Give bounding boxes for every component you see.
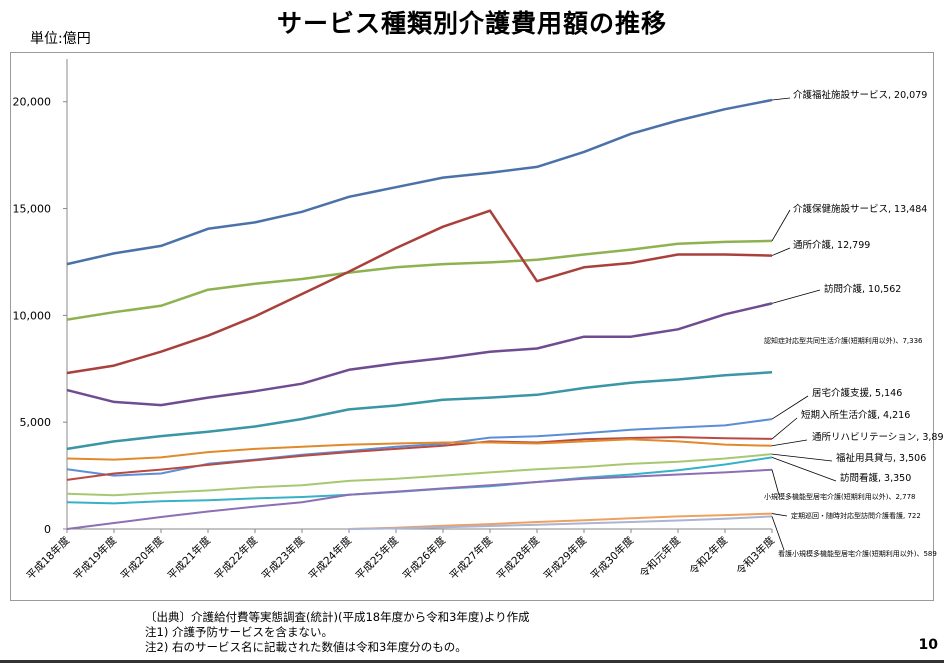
notes: 〔出典〕介護給付費等実態調査(統計)(平成18年度から令和3年度)より作成 注1… (145, 610, 530, 655)
x-tick-label: 平成27年度 (447, 534, 496, 583)
series-callout-label: 介護福祉施設サービス, 20,079 (793, 89, 927, 101)
series-callout-label: 認知症対応型共同生活介護(短期利用以外)、7,336 (764, 336, 923, 345)
series-callout-label: 居宅介護支援, 5,146 (812, 387, 902, 399)
x-tick-label: 令和3年度 (734, 534, 778, 578)
callout-leader (771, 457, 837, 482)
series-line (66, 438, 773, 461)
chart-title: サービス種類別介護費用額の推移 (276, 9, 667, 38)
series-callout-label: 通所介護, 12,799 (793, 239, 870, 251)
series-callout-label: 福祉用具貸与, 3,506 (836, 452, 926, 464)
y-tick-label: 5,000 (20, 416, 52, 429)
series-line (66, 418, 773, 477)
series-line (66, 456, 773, 505)
x-tick-label: 平成29年度 (541, 534, 590, 583)
series-callout-label: 訪問介護, 10,562 (824, 283, 901, 295)
x-tick-label: 平成26年度 (400, 534, 449, 583)
x-tick-label: 平成25年度 (353, 534, 402, 583)
callout-leader (771, 469, 780, 496)
x-tick-label: 令和2年度 (687, 534, 731, 578)
series-line (66, 209, 773, 375)
series-line (348, 512, 773, 530)
x-tick-label: 平成24年度 (306, 534, 355, 583)
series-callout-label: 短期入所生活介護, 4,216 (801, 409, 910, 421)
callout-leader (771, 395, 809, 420)
callout-leader (771, 439, 808, 447)
y-tick-label: 15,000 (13, 203, 52, 216)
x-tick-label: 平成19年度 (71, 534, 120, 583)
x-tick-label: 平成20年度 (118, 534, 167, 583)
x-tick-label: 平成22年度 (212, 534, 261, 583)
series-line (66, 453, 773, 497)
page-number: 10 (918, 637, 938, 653)
series-callout-label: 通所リハビリテーション, 3,896 (812, 432, 944, 443)
series-line (66, 468, 773, 530)
series-line (66, 302, 773, 407)
y-tick-label: 10,000 (13, 309, 52, 322)
y-tick-label: 20,000 (13, 96, 52, 109)
callout-leader (771, 453, 833, 462)
callout-leader (771, 289, 821, 304)
series-line (348, 515, 773, 530)
bottom-divider (0, 660, 944, 663)
callout-leader (771, 247, 791, 256)
series-line (66, 239, 773, 321)
note-1: 注1) 介護予防サービスを含まない。 (145, 625, 333, 639)
series-callout-label: 定期巡回・随時対応型訪問介護看護, 722 (791, 511, 921, 520)
callout-leader (771, 513, 788, 517)
series-line (66, 371, 773, 451)
series-callout-label: 小規模多機能型居宅介護(短期利用以外)、2,778 (764, 492, 916, 501)
y-tick-label: 0 (44, 523, 51, 536)
chart-frame (10, 52, 934, 601)
series-line (66, 98, 773, 266)
x-tick-label: 平成28年度 (494, 534, 543, 583)
note-source: 〔出典〕介護給付費等実態調査(統計)(平成18年度から令和3年度)より作成 (145, 610, 530, 624)
series-callout-label: 訪問看護, 3,350 (840, 472, 911, 484)
x-tick-label: 平成18年度 (24, 534, 73, 583)
note-2: 注2) 右のサービス名に記載された数値は令和3年度分のもの。 (145, 640, 467, 654)
x-tick-label: 平成23年度 (259, 534, 308, 583)
callout-leader (771, 209, 791, 242)
callout-leader (771, 516, 785, 551)
x-tick-label: 平成21年度 (165, 534, 214, 583)
callout-leader (771, 417, 798, 440)
series-callout-label: 看護小規模多機能型居宅介護(短期利用以外)、589 (778, 549, 937, 558)
x-tick-label: 平成30年度 (588, 534, 637, 583)
unit-label: 単位:億円 (30, 31, 91, 47)
series-line (66, 436, 773, 481)
series-callout-label: 介護保健施設サービス, 13,484 (793, 203, 927, 215)
x-tick-label: 令和元年度 (637, 534, 684, 581)
callout-leader (771, 97, 791, 101)
